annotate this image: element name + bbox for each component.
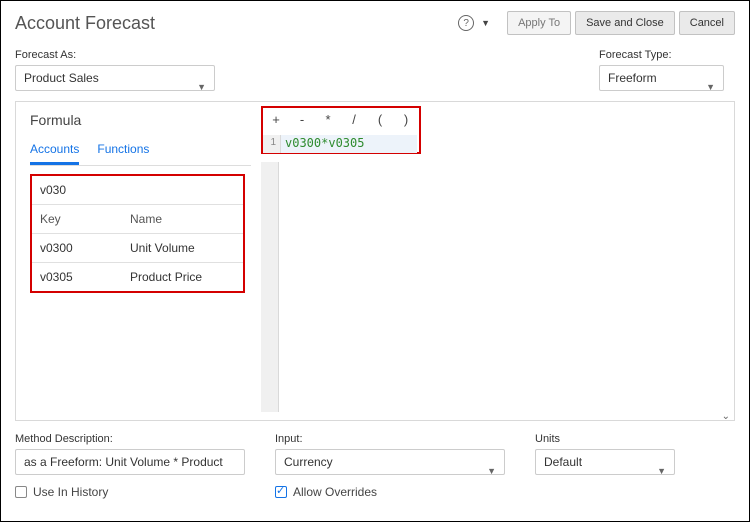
row-name: Unit Volume (130, 241, 235, 255)
formula-left: Formula Accounts Functions v030 Key Name… (16, 102, 261, 420)
table-row[interactable]: v0305 Product Price (32, 263, 243, 291)
formula-title: Formula (30, 112, 251, 128)
chevron-down-icon: ▼ (706, 75, 715, 99)
forecast-as-field: Forecast As: Product Sales ▼ (15, 49, 215, 91)
operator-bar: + - * / ( ) (263, 108, 419, 131)
op-rparen[interactable]: ) (401, 112, 411, 127)
save-and-close-button[interactable]: Save and Close (575, 11, 675, 35)
input-col: Input: Currency ▼ Allow Overrides (275, 433, 535, 499)
chevron-down-icon: ▼ (657, 459, 666, 483)
use-in-history-checkbox[interactable] (15, 486, 27, 498)
forecast-type-field: Forecast Type: Freeform ▼ (599, 49, 739, 91)
input-label: Input: (275, 433, 505, 445)
bottom-fields: Method Description: as a Freeform: Unit … (1, 421, 749, 499)
forecast-type-label: Forecast Type: (599, 49, 739, 61)
row-key: v0305 (40, 270, 130, 284)
accounts-header-name: Name (130, 212, 235, 226)
header-actions: ? ▼ Apply To Save and Close Cancel (458, 11, 735, 35)
allow-overrides-checkbox[interactable] (275, 486, 287, 498)
apply-to-button[interactable]: Apply To (507, 11, 571, 35)
use-in-history-label: Use In History (33, 485, 108, 499)
chevron-down-icon: ▼ (487, 459, 496, 483)
method-description-input[interactable]: as a Freeform: Unit Volume * Product (15, 449, 245, 475)
units-col: Units Default ▼ (535, 433, 735, 499)
dialog-account-forecast: Account Forecast ? ▼ Apply To Save and C… (0, 0, 750, 522)
input-select[interactable]: Currency ▼ (275, 449, 505, 475)
row-key: v0300 (40, 241, 130, 255)
table-row[interactable]: v0300 Unit Volume (32, 234, 243, 263)
operator-highlight: + - * / ( ) 1 v0300*v0305 (261, 106, 421, 154)
formula-tabs: Accounts Functions (30, 138, 251, 166)
op-mult[interactable]: * (323, 112, 333, 127)
op-minus[interactable]: - (297, 112, 307, 127)
code-gutter: 1 (263, 135, 281, 153)
accounts-header-key: Key (40, 212, 130, 226)
header-bar: Account Forecast ? ▼ Apply To Save and C… (1, 1, 749, 39)
forecast-as-select[interactable]: Product Sales ▼ (15, 65, 215, 91)
accounts-header-row: Key Name (32, 205, 243, 234)
forecast-as-value: Product Sales (24, 71, 99, 85)
code-text[interactable]: v0300*v0305 (281, 135, 417, 153)
accounts-filter-row[interactable]: v030 (32, 176, 243, 205)
input-value: Currency (284, 455, 333, 469)
method-col: Method Description: as a Freeform: Unit … (15, 433, 275, 499)
tab-functions[interactable]: Functions (97, 138, 149, 165)
formula-panel: Formula Accounts Functions v030 Key Name… (15, 101, 735, 421)
op-div[interactable]: / (349, 112, 359, 127)
forecast-as-label: Forecast As: (15, 49, 215, 61)
help-dropdown-caret[interactable]: ▼ (478, 18, 493, 28)
tab-accounts[interactable]: Accounts (30, 138, 79, 165)
cancel-button[interactable]: Cancel (679, 11, 735, 35)
accounts-filter-value: v030 (40, 183, 130, 197)
method-description-value: as a Freeform: Unit Volume * Product (24, 455, 223, 469)
op-lparen[interactable]: ( (375, 112, 385, 127)
accounts-table-highlight: v030 Key Name v0300 Unit Volume v0305 Pr… (30, 174, 245, 293)
allow-overrides-label: Allow Overrides (293, 485, 377, 499)
units-label: Units (535, 433, 735, 445)
code-body[interactable] (279, 162, 724, 416)
code-gutter-body (261, 162, 279, 412)
help-icon[interactable]: ? (458, 15, 474, 31)
row-name: Product Price (130, 270, 235, 284)
forecast-type-select[interactable]: Freeform ▼ (599, 65, 724, 91)
top-selects: Forecast As: Product Sales ▼ Forecast Ty… (1, 39, 749, 91)
chevron-down-icon: ▼ (197, 75, 206, 99)
method-label: Method Description: (15, 433, 245, 445)
use-in-history-row[interactable]: Use In History (15, 485, 245, 499)
op-plus[interactable]: + (271, 112, 281, 127)
code-editor-line: 1 v0300*v0305 (263, 135, 419, 153)
expand-caret-icon[interactable]: ⌄ (722, 411, 730, 422)
forecast-type-value: Freeform (608, 71, 657, 85)
code-editor-body[interactable] (261, 162, 724, 412)
units-select[interactable]: Default ▼ (535, 449, 675, 475)
allow-overrides-row[interactable]: Allow Overrides (275, 485, 505, 499)
units-value: Default (544, 455, 582, 469)
formula-right: + - * / ( ) 1 v0300*v0305 ⌄ (261, 102, 734, 420)
page-title: Account Forecast (15, 13, 155, 34)
